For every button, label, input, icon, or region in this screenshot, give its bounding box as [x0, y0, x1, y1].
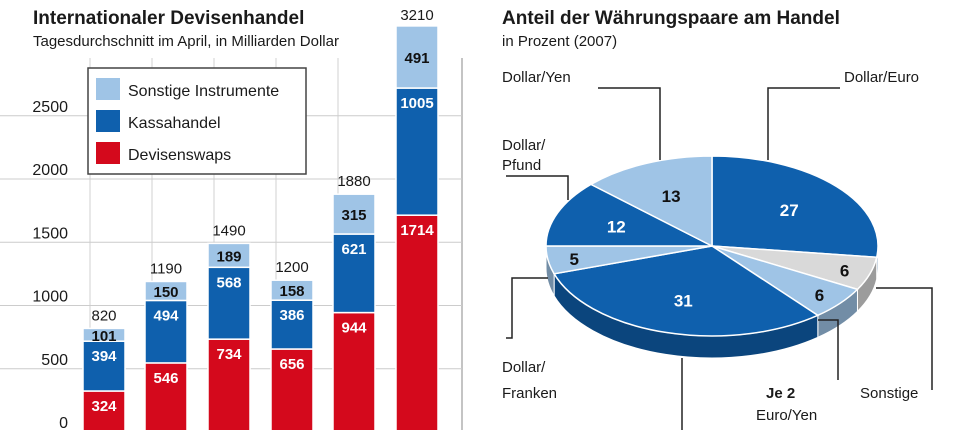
legend-swatch-kassahandel: [96, 110, 120, 132]
bar-value-label: 568: [216, 274, 241, 291]
bar-total-label: 1200: [275, 259, 308, 276]
pie-labels: Dollar/Yen Dollar/Euro Dollar/ Pfund Dol…: [502, 69, 933, 430]
y-axis-ticks: 0 500 1000 1500 2000 2500: [32, 99, 68, 430]
label-dollar-euro: Dollar/Euro: [844, 69, 919, 86]
bar-segment: [144, 280, 188, 302]
bar-value-label: 734: [216, 346, 242, 363]
bar-segment: [395, 25, 439, 89]
bar-marks: 324 394 101 820 546 494 150 1190 734 568 189 1490 65…: [82, 7, 439, 430]
leader-je2: [818, 319, 839, 380]
bar-segment: [207, 242, 251, 269]
leader-sonstige: [876, 287, 933, 390]
bar-value-label: 394: [91, 348, 117, 365]
bar-value-label: 150: [153, 284, 178, 301]
bar-value-label: 656: [279, 356, 304, 373]
bar-segment: [395, 214, 439, 430]
bar-chart-title: Internationaler Devisenhandel: [33, 8, 304, 29]
pie-value-label: 27: [780, 201, 799, 220]
bar-total-label: 1190: [150, 260, 182, 277]
bar-total-label: 820: [91, 307, 116, 324]
legend: Sonstige Instrumente Kassahandel Devisen…: [87, 67, 307, 175]
bar-total-label: 1490: [212, 222, 245, 239]
leader-dollar-franken: [506, 277, 548, 339]
pie-chart-subtitle: in Prozent (2007): [502, 33, 617, 50]
bar-value-label: 101: [91, 328, 116, 345]
pie-value-label: 13: [662, 187, 681, 206]
bar-value-label: 324: [91, 398, 117, 415]
bar-segment: [270, 348, 314, 430]
label-sonstige: Sonstige: [860, 385, 918, 402]
label-je2: Je 2: [766, 385, 795, 402]
pie-slice: [545, 183, 713, 247]
bar-chart-subtitle: Tagesdurchschnitt im April, in Milliarde…: [33, 33, 339, 50]
pie-chart-title: Anteil der Währungspaare am Handel: [502, 8, 840, 29]
bar-value-label: 494: [153, 307, 179, 324]
bar-total-label: 3210: [400, 7, 433, 24]
bar-value-label: 491: [404, 50, 429, 67]
bar-segment: [270, 299, 314, 350]
bar-value-label: 189: [216, 248, 241, 265]
legend-label-devisenswaps: Devisenswaps: [128, 147, 231, 164]
y-tick-label: 1500: [32, 225, 68, 242]
bar-segment: [332, 311, 376, 430]
leader-dollar-euro: [767, 87, 840, 160]
pie-value-label: 5: [570, 250, 579, 269]
pie-value-label: 6: [815, 286, 824, 305]
bar-segment: [144, 299, 188, 364]
label-euro-yen: Euro/Yen: [756, 407, 817, 424]
legend-label-kassahandel: Kassahandel: [128, 115, 221, 132]
bar-segment: [332, 193, 376, 235]
bar-segment: [82, 340, 126, 392]
y-tick-label: 2500: [32, 99, 68, 116]
bar-value-label: 386: [279, 307, 304, 324]
leader-dollar-yen: [598, 87, 661, 160]
pie-marks: 27 66 31 5 12 13: [545, 155, 879, 359]
leader-dollar-pfund: [506, 175, 569, 200]
label-dollar-yen: Dollar/Yen: [502, 69, 571, 86]
legend-swatch-devisenswaps: [96, 142, 120, 164]
legend-swatch-sonstige: [96, 78, 120, 100]
label-dollar-franken-1: Dollar/: [502, 359, 546, 376]
label-dollar-pfund-2: Pfund: [502, 157, 541, 174]
pie-slice: [711, 155, 879, 259]
bar-segment: [332, 233, 376, 314]
bar-value-label: 315: [341, 207, 366, 224]
bar-value-label: 546: [153, 370, 178, 387]
y-tick-label: 500: [41, 352, 68, 369]
legend-box: [87, 67, 307, 175]
label-dollar-pfund-1: Dollar/: [502, 137, 546, 154]
pie-slice: [552, 245, 820, 337]
bar-value-label: 944: [341, 320, 367, 337]
bar-value-label: 1714: [400, 222, 434, 239]
bar-segment: [82, 327, 126, 342]
bar-total-label: 1880: [337, 173, 370, 190]
y-tick-label: 1000: [32, 289, 68, 306]
bar-chart: Internationaler Devisenhandel Tagesdurch…: [0, 7, 463, 430]
y-tick-label: 0: [59, 415, 68, 430]
bar-value-label: 158: [279, 283, 304, 300]
bar-value-label: 621: [341, 241, 366, 258]
pie-value-label: 31: [674, 292, 693, 311]
label-dollar-franken-2: Franken: [502, 385, 557, 402]
bar-segment: [395, 87, 439, 216]
pie-value-label: 12: [607, 217, 626, 236]
pie-value-label: 6: [840, 261, 849, 280]
bar-segment: [207, 266, 251, 340]
y-tick-label: 2000: [32, 162, 68, 179]
pie-slice: [589, 155, 713, 248]
legend-label-sonstige: Sonstige Instrumente: [128, 83, 279, 100]
bar-value-label: 1005: [400, 95, 433, 112]
bar-segment: [270, 279, 314, 301]
